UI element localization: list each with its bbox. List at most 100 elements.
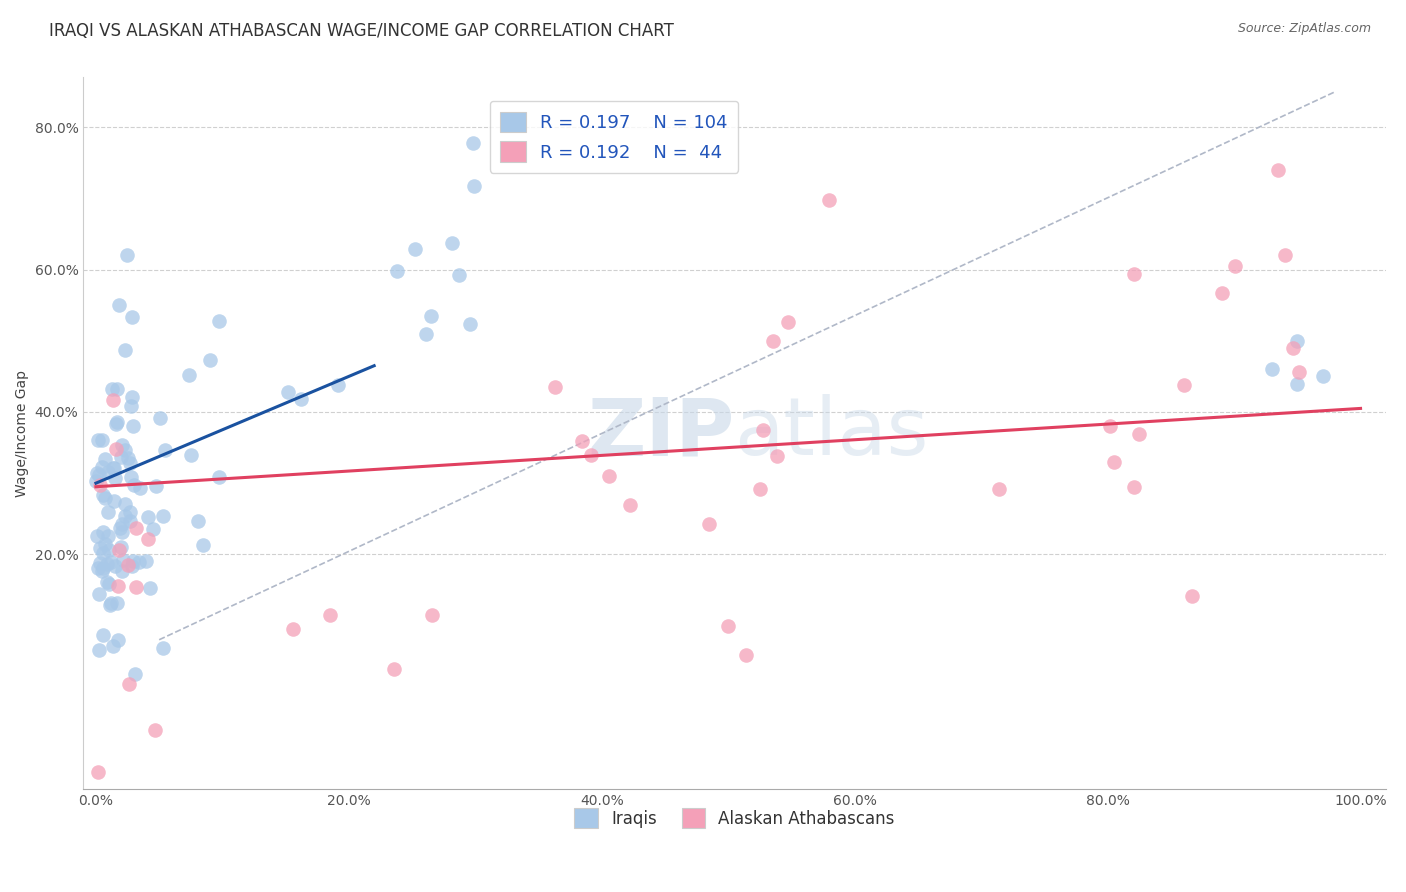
Point (121, 559, 143, 574)
Point (91, 524, 114, 539)
Point (290, 392, 312, 406)
Point (105, 416, 128, 430)
Point (87, 765, 110, 780)
Point (118, 456, 141, 470)
Point (120, 505, 142, 519)
Point (752, 423, 775, 437)
Point (111, 553, 134, 567)
Point (179, 368, 201, 382)
Point (89, 643, 111, 657)
Point (619, 499, 641, 513)
Point (118, 677, 141, 691)
Point (97, 505, 120, 519)
Point (91, 628, 114, 642)
Point (89, 468, 111, 483)
Point (581, 448, 603, 462)
Point (128, 555, 150, 569)
Point (87, 561, 110, 575)
Point (778, 315, 800, 329)
Point (89, 478, 111, 492)
Point (94, 537, 117, 551)
Point (111, 438, 134, 452)
Point (149, 411, 172, 425)
Point (1286, 334, 1309, 348)
Point (120, 470, 142, 484)
Text: ZIP: ZIP (588, 394, 734, 473)
Point (571, 434, 593, 448)
Point (121, 554, 143, 568)
Point (101, 392, 124, 407)
Point (89, 587, 111, 601)
Point (104, 471, 127, 485)
Point (1123, 480, 1146, 494)
Point (717, 618, 740, 632)
Point (124, 667, 146, 681)
Point (1223, 259, 1246, 273)
Point (1261, 362, 1284, 376)
Point (277, 385, 299, 400)
Point (97, 543, 120, 558)
Point (117, 451, 139, 466)
Point (1274, 248, 1296, 262)
Point (385, 264, 408, 278)
Point (111, 564, 134, 578)
Point (449, 268, 471, 283)
Point (91, 547, 114, 561)
Point (101, 382, 124, 396)
Point (91, 460, 114, 475)
Point (461, 136, 484, 150)
Text: atlas: atlas (734, 394, 929, 473)
Point (766, 449, 789, 463)
Point (117, 558, 139, 572)
Point (153, 442, 176, 457)
Point (107, 579, 129, 593)
Point (1102, 454, 1125, 468)
Point (101, 639, 124, 653)
Point (91, 488, 114, 502)
Point (97, 465, 120, 479)
Y-axis label: Wage/Income Gap: Wage/Income Gap (15, 370, 30, 497)
Point (101, 461, 124, 475)
Point (1286, 376, 1309, 391)
Point (1267, 163, 1289, 178)
Legend: Iraqis, Alaskan Athabascans: Iraqis, Alaskan Athabascans (568, 802, 901, 834)
Point (87, 433, 110, 447)
Point (281, 622, 304, 636)
Point (1181, 589, 1204, 603)
Point (121, 391, 143, 405)
Point (104, 417, 127, 431)
Point (191, 538, 214, 552)
Point (114, 343, 136, 357)
Point (152, 508, 174, 523)
Point (463, 179, 485, 194)
Point (94, 452, 117, 467)
Point (103, 461, 125, 475)
Point (110, 540, 132, 554)
Point (98, 599, 121, 613)
Point (108, 298, 131, 312)
Point (208, 314, 231, 328)
Point (382, 662, 405, 676)
Point (93, 491, 115, 505)
Point (103, 494, 125, 508)
Point (187, 514, 209, 528)
Point (139, 582, 162, 596)
Point (91, 565, 114, 579)
Point (987, 482, 1010, 496)
Point (180, 448, 202, 462)
Point (89, 541, 111, 556)
Point (198, 353, 221, 368)
Point (419, 309, 441, 323)
Point (1211, 286, 1233, 301)
Point (136, 509, 159, 524)
Point (207, 470, 229, 484)
Point (110, 521, 132, 535)
Point (441, 236, 464, 251)
Point (91, 561, 114, 575)
Point (120, 399, 142, 413)
Point (105, 596, 128, 610)
Point (104, 442, 127, 456)
Point (142, 522, 165, 536)
Point (125, 521, 148, 535)
Point (319, 607, 342, 622)
